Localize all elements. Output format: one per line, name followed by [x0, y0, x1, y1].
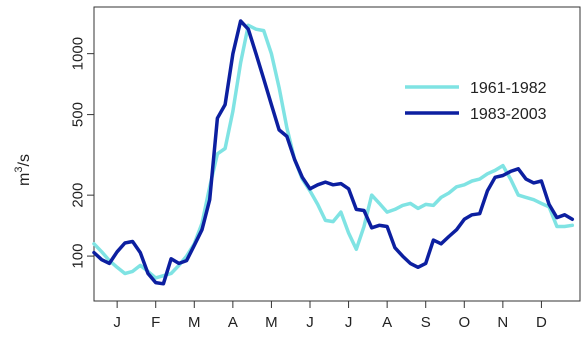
plot-frame [93, 6, 581, 302]
series-line-1983-2003 [92, 19, 575, 286]
y-tick-label: 100 [69, 244, 86, 269]
x-tick-label: J [306, 314, 314, 331]
y-axis-title-base: m [16, 173, 33, 186]
x-tick-label: J [345, 314, 353, 331]
x-tick-label: M [188, 314, 201, 331]
series-line-1961-1982 [92, 23, 575, 280]
y-axis: 100 200 500 1000 [69, 37, 94, 269]
y-axis-title-unit: /s [16, 154, 33, 166]
x-tick-label: M [265, 314, 278, 331]
y-tick-label: 500 [69, 102, 86, 127]
x-tick-label: D [536, 314, 547, 331]
legend: 1961-1982 1983-2003 [405, 80, 547, 123]
y-tick-label: 1000 [69, 37, 86, 70]
x-tick-label: N [497, 314, 508, 331]
series-group [92, 19, 575, 286]
x-tick-label: A [382, 314, 392, 331]
y-axis-title-superscript: 3 [13, 167, 25, 173]
y-tick-label: 200 [69, 183, 86, 208]
x-tick-label: S [421, 314, 431, 331]
y-axis-title: m3/s [13, 154, 33, 186]
x-tick-label: J [113, 314, 121, 331]
x-tick-label: O [458, 314, 470, 331]
x-tick-label: F [151, 314, 160, 331]
x-tick-label: A [228, 314, 238, 331]
legend-label-1961-1982: 1961-1982 [470, 80, 547, 97]
legend-label-1983-2003: 1983-2003 [470, 106, 547, 123]
